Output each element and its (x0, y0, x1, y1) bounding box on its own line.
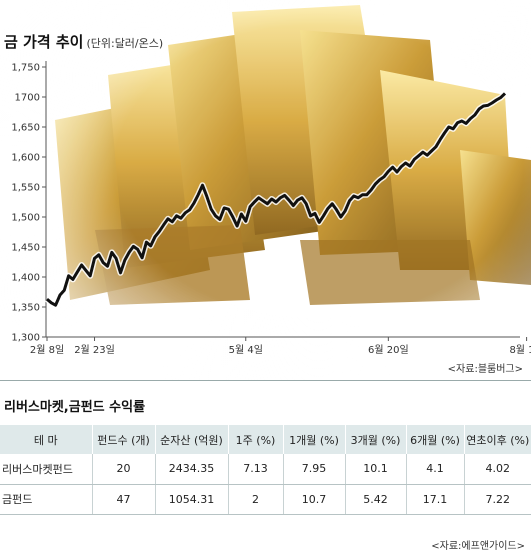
cell-1month: 10.7 (282, 484, 345, 515)
y-tick-label: 1,550 (11, 183, 40, 194)
cell-3month: 10.1 (344, 454, 406, 485)
y-tick-label: 1700 (15, 93, 40, 104)
y-tick-label: 1,400 (11, 273, 40, 284)
table-row: 금펀드 47 1054.31 2 10.7 5.42 17.1 7.22 (0, 484, 531, 515)
header-fund-count: 펀드수 (개) (91, 425, 155, 454)
header-1week: 1주 (%) (227, 425, 283, 454)
x-tick-label: 5월 4일 (229, 344, 263, 356)
table-title: 리버스마켓,금펀드 수익률 (4, 400, 146, 415)
chart-svg: 1,750 1700 1,650 1,600 1,550 1,500 1,450 1,400 1… (0, 0, 531, 380)
table-header-row: 테 마 펀드수 (개) 순자산 (억원) 1주 (%) 1개월 (%) 3개월 … (0, 425, 531, 454)
header-theme: 테 마 (0, 425, 92, 454)
cell-1month: 7.95 (282, 454, 345, 485)
fund-return-table: 테 마 펀드수 (개) 순자산 (억원) 1주 (%) 1개월 (%) 3개월 … (0, 425, 531, 515)
cell-6month: 17.1 (405, 484, 464, 515)
header-3month: 3개월 (%) (344, 425, 406, 454)
y-tick-label: 1,750 (11, 63, 40, 74)
table-source: <자료:에프앤가이드> (431, 541, 525, 552)
table-row: 리버스마켓펀드 20 2434.35 7.13 7.95 10.1 4.1 4.… (0, 454, 531, 485)
header-1month: 1개월 (%) (282, 425, 345, 454)
cell-3month: 5.42 (344, 484, 406, 515)
chart-ticks: 1,750 1700 1,650 1,600 1,550 1,500 1,450 1,400 1… (11, 63, 531, 357)
gold-bars-image (0, 0, 531, 380)
chart-source: <자료:블룸버그> (447, 364, 523, 375)
x-tick-label: 6월 20일 (368, 344, 409, 356)
y-tick-label: 1,650 (11, 123, 40, 134)
header-6month: 6개월 (%) (405, 425, 464, 454)
cell-fund-count: 20 (91, 454, 155, 485)
cell-theme: 금펀드 (0, 484, 92, 515)
cell-6month: 4.1 (405, 454, 464, 485)
gold-price-chart: 1,750 1700 1,650 1,600 1,550 1,500 1,450 1,400 1… (0, 0, 531, 380)
cell-1week: 7.13 (227, 454, 283, 485)
x-tick-label: 2월 23일 (74, 344, 115, 356)
chart-series (45, 91, 508, 309)
y-tick-label: 1,450 (11, 243, 40, 254)
chart-title: 금 가격 추이 (단위:달러/온스) (4, 33, 164, 51)
y-tick-label: 1,600 (11, 153, 40, 164)
chart-unit: (단위:달러/온스) (86, 37, 164, 50)
chart-axes (45, 61, 520, 338)
header-ytd: 연초이후 (%) (463, 425, 531, 454)
y-tick-label: 1,350 (11, 303, 40, 314)
cell-net-assets: 2434.35 (154, 454, 228, 485)
gold-price-line (46, 92, 507, 307)
cell-ytd: 7.22 (463, 484, 531, 515)
y-tick-label: 1,500 (11, 213, 40, 224)
cell-1week: 2 (227, 484, 283, 515)
cell-theme: 리버스마켓펀드 (0, 454, 92, 485)
header-net-assets: 순자산 (억원) (154, 425, 228, 454)
cell-net-assets: 1054.31 (154, 484, 228, 515)
y-tick-label: 1,300 (11, 333, 40, 344)
cell-ytd: 4.02 (463, 454, 531, 485)
x-tick-label: 8월 1일 (509, 344, 531, 356)
cell-fund-count: 47 (91, 484, 155, 515)
x-tick-label: 2월 8일 (30, 344, 64, 356)
fund-return-section: 리버스마켓,금펀드 수익률 테 마 펀드수 (개) 순자산 (억원) 1주 (%… (0, 380, 531, 557)
